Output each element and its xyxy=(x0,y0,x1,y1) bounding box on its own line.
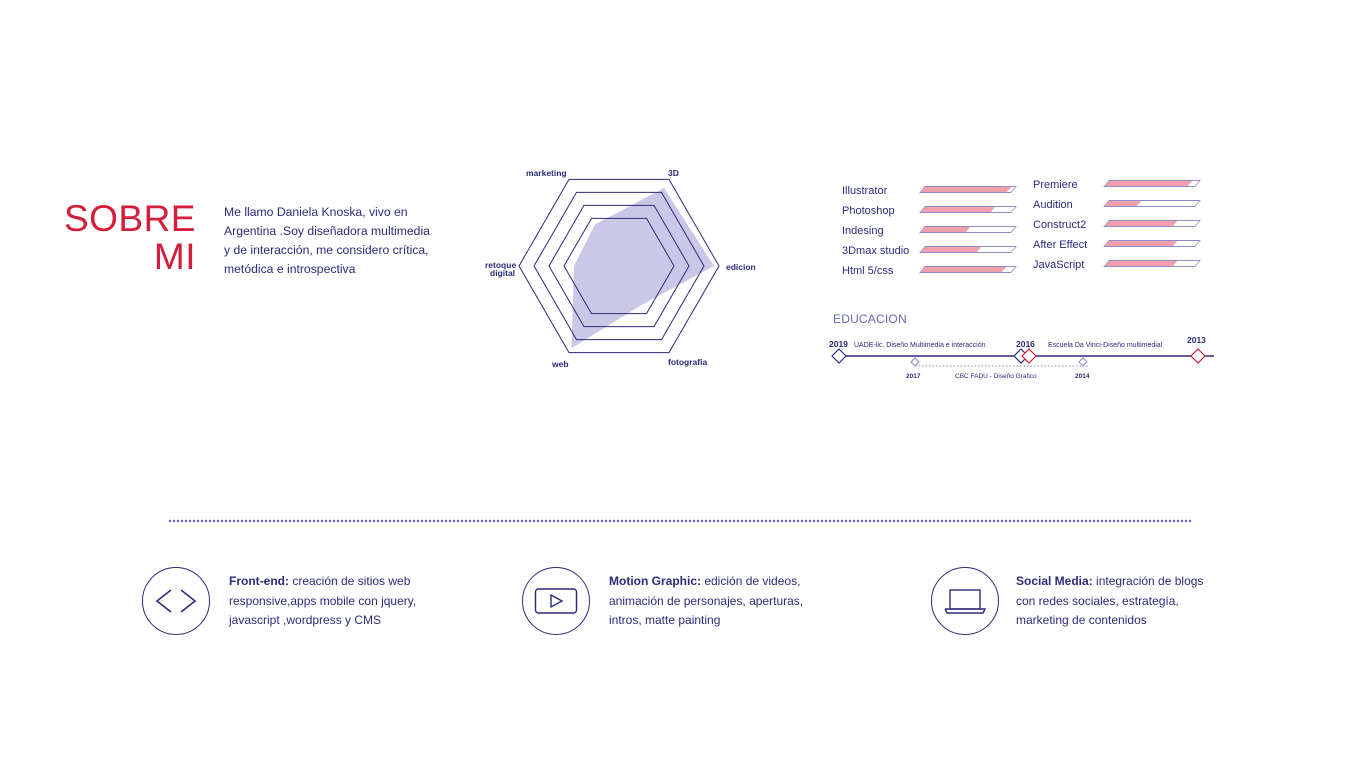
milestone-2019-marker xyxy=(831,348,847,364)
service-description: integración de blogs con redes sociales,… xyxy=(1016,574,1204,627)
skill-bar xyxy=(1103,180,1201,187)
skill-row: 3Dmax studio xyxy=(842,241,909,259)
skill-row: Illustrator xyxy=(842,181,887,199)
radar-label-retoque-1: retoque xyxy=(485,260,516,270)
radar-ring xyxy=(548,204,690,328)
skill-bar xyxy=(919,226,1017,233)
year-2013: 2013 xyxy=(1187,335,1206,345)
title-line-2: MI xyxy=(153,236,196,277)
skill-row: Photoshop xyxy=(842,201,895,219)
skill-row: After Effect xyxy=(1033,235,1087,253)
skill-bar xyxy=(919,186,1017,193)
skill-bar xyxy=(919,206,1017,213)
skill-label: JavaScript xyxy=(1033,259,1085,271)
laptop-icon xyxy=(931,567,999,635)
skill-label: 3Dmax studio xyxy=(842,245,910,257)
milestone-2014-marker xyxy=(1078,357,1088,367)
play-icon xyxy=(522,567,590,635)
entry-uade: UADE-lic. Diseño Multimedia e interacció… xyxy=(854,342,986,349)
skill-bar-fill xyxy=(1104,201,1141,206)
radar-ring xyxy=(563,217,675,315)
section-divider xyxy=(168,519,1192,523)
entry-cbc: CBC FADU - Diseño Grafico xyxy=(955,373,1037,380)
service-social-media: Social Media: integración de blogs con r… xyxy=(1016,572,1221,631)
service-title: Front-end: xyxy=(229,574,289,588)
radar-label-retoque-2: digital xyxy=(490,268,515,278)
skill-label: After Effect xyxy=(1033,239,1088,251)
bio-text: Me llamo Daniela Knoska, vivo en Argenti… xyxy=(224,205,430,276)
skill-row: Audition xyxy=(1033,195,1073,213)
year-2016: 2016 xyxy=(1016,339,1035,349)
service-description: creación de sitios web responsive,apps m… xyxy=(229,574,417,627)
radar-label-web: web xyxy=(551,359,569,369)
skill-bar xyxy=(919,246,1017,253)
year-2019: 2019 xyxy=(829,339,848,349)
skill-label: Indesing xyxy=(842,225,884,237)
skill-label: Construct2 xyxy=(1033,219,1087,231)
education-title: EDUCACION xyxy=(833,312,907,326)
year-2014: 2014 xyxy=(1075,373,1090,380)
skill-bar xyxy=(1103,240,1201,247)
year-2017: 2017 xyxy=(906,373,921,380)
skill-label: Html 5/css xyxy=(842,265,894,277)
skills-radar-chart: marketing 3D edicion fotografia web reto… xyxy=(485,168,756,369)
skill-row: Premiere xyxy=(1033,175,1078,193)
service-description: edición de videos, animación de personaj… xyxy=(609,574,804,627)
section-title: SOBRE MI xyxy=(60,200,196,276)
skill-bar-fill xyxy=(1104,241,1177,246)
service-title: Social Media: xyxy=(1016,574,1093,588)
skill-bar xyxy=(1103,200,1201,207)
education-timeline: 2019 UADE-lic. Diseño Multimedia e inter… xyxy=(829,335,1214,380)
service-front-end: Front-end: creación de sitios web respon… xyxy=(229,572,434,631)
skill-bar-fill xyxy=(920,187,1011,192)
skill-row: Html 5/css xyxy=(842,261,893,279)
radar-label-3d: 3D xyxy=(668,168,679,178)
skill-bar-fill xyxy=(920,207,996,212)
title-line-1: SOBRE xyxy=(63,198,196,239)
skill-label: Premiere xyxy=(1033,179,1078,191)
skill-bar-fill xyxy=(1104,221,1177,226)
skill-bar-fill xyxy=(920,227,971,232)
skill-row: JavaScript xyxy=(1033,255,1084,273)
radar-label-marketing: marketing xyxy=(526,168,567,178)
skill-bar xyxy=(919,266,1017,273)
skill-label: Illustrator xyxy=(842,185,888,197)
skill-row: Indesing xyxy=(842,221,884,239)
entry-davinci: Escuela Da Vinci-Diseño multimedial xyxy=(1048,342,1163,349)
radar-ring xyxy=(518,178,720,354)
service-motion-graphic: Motion Graphic: edición de videos, anima… xyxy=(609,572,814,631)
radar-label-fotografia: fotografia xyxy=(668,357,707,367)
radar-label-edicion: edicion xyxy=(726,262,756,272)
skill-bar-fill xyxy=(920,267,1007,272)
skill-bar-fill xyxy=(920,247,981,252)
service-title: Motion Graphic: xyxy=(609,574,701,588)
skill-label: Photoshop xyxy=(842,205,895,217)
milestone-2013-marker xyxy=(1190,348,1206,364)
radar-value-area xyxy=(571,188,714,349)
milestone-2016-red-marker xyxy=(1021,348,1037,364)
radar-rings xyxy=(518,178,720,354)
skill-row: Construct2 xyxy=(1033,215,1086,233)
skill-bar xyxy=(1103,260,1201,267)
code-icon xyxy=(142,567,210,635)
milestone-2017-marker xyxy=(910,357,920,367)
radar-ring xyxy=(533,191,705,341)
skill-bar-fill xyxy=(1104,181,1192,186)
skill-bar-fill xyxy=(1104,261,1177,266)
skill-label: Audition xyxy=(1033,199,1073,211)
skill-bar xyxy=(1103,220,1201,227)
